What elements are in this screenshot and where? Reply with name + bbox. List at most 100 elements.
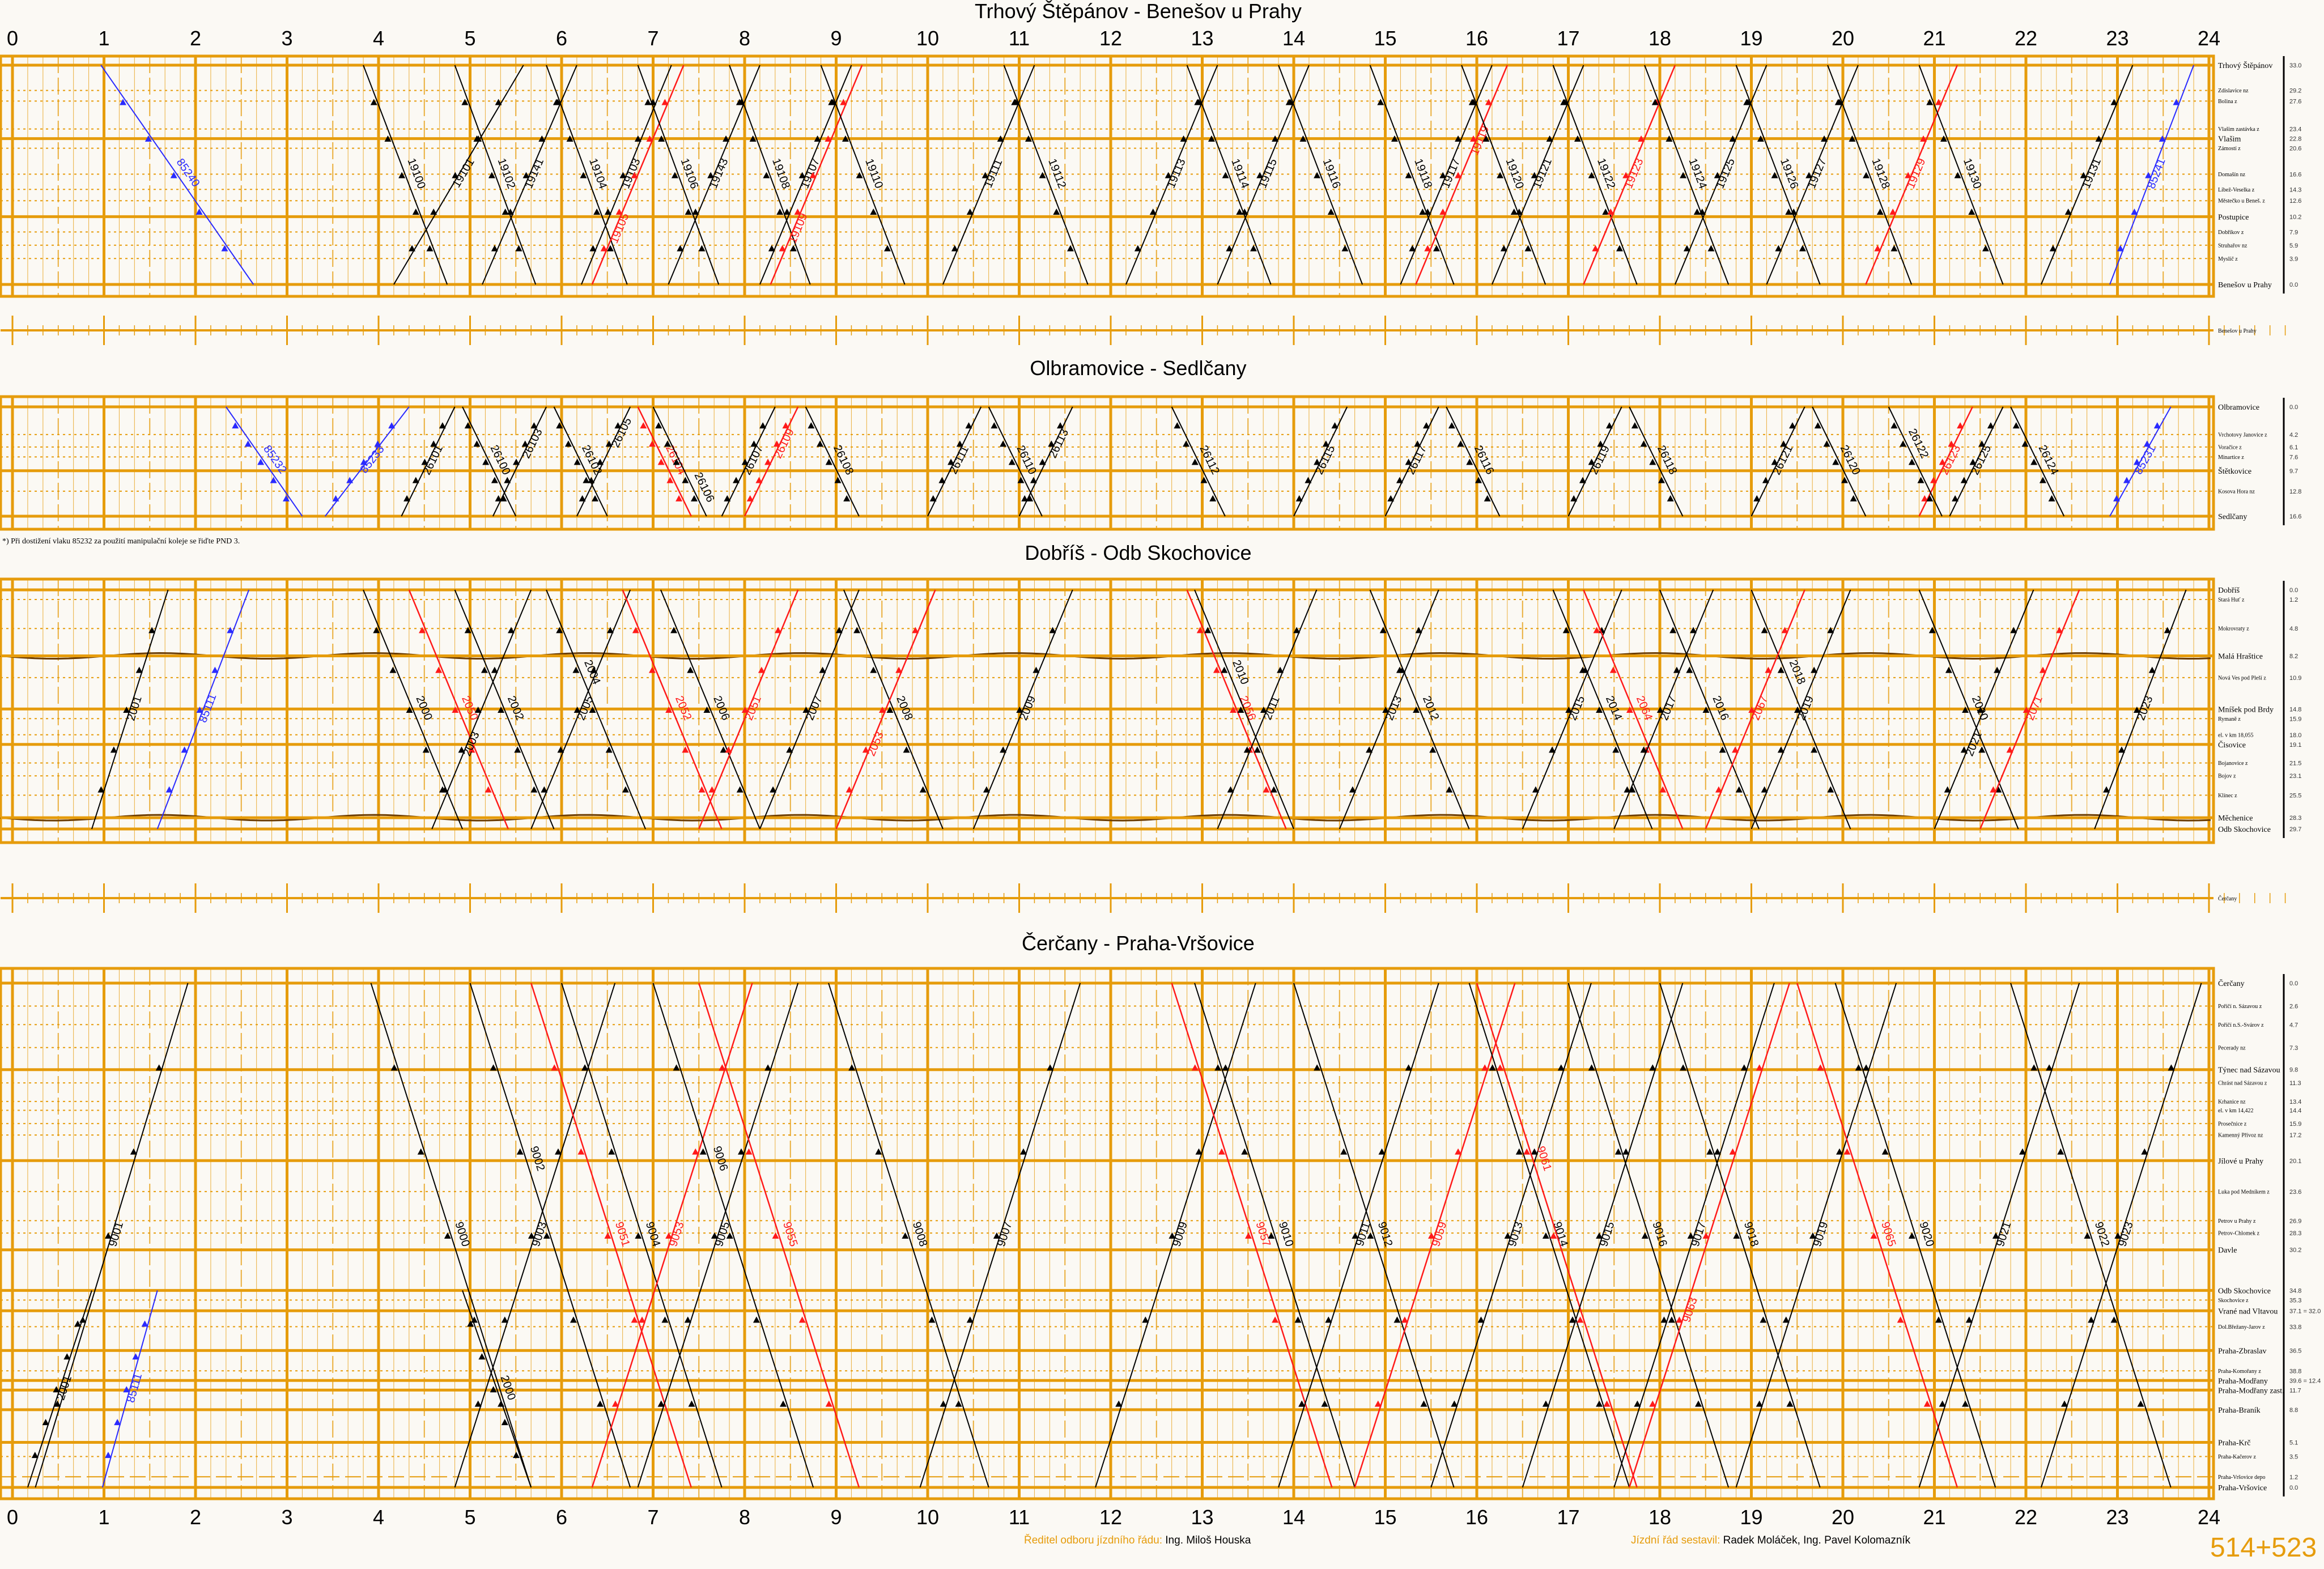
station-km: 14.3 [2289, 186, 2301, 193]
stop-marker-icon [1992, 1232, 1999, 1239]
hour-label-top: 11 [1009, 27, 1030, 50]
stop-marker-icon [1596, 1400, 1603, 1407]
stop-marker-icon [1047, 1064, 1054, 1071]
stop-marker-icon [1756, 1064, 1763, 1071]
train-number: 26105 [609, 416, 634, 450]
stop-marker-icon [825, 1400, 832, 1407]
stop-marker-icon [1649, 1064, 1656, 1071]
station-name: el. v km 18,055 [2218, 732, 2254, 738]
train-path [546, 589, 646, 830]
stop-marker-icon [699, 1148, 707, 1155]
station-km: 7.9 [2289, 229, 2298, 236]
stop-marker-icon [619, 172, 627, 178]
stop-marker-icon [530, 422, 538, 429]
stop-marker-icon [2173, 99, 2180, 105]
stop-marker-icon [63, 1353, 71, 1360]
station-name: Praha-Krč [2218, 1439, 2251, 1448]
station-name: Minartice z [2218, 454, 2244, 461]
stop-marker-icon [798, 1316, 806, 1323]
stop-marker-icon [1227, 786, 1234, 793]
stop-marker-icon [1115, 1400, 1123, 1407]
train-number: 2000 [498, 1374, 518, 1402]
stop-marker-icon [461, 99, 469, 105]
stop-marker-icon [1622, 172, 1630, 178]
train-path [2010, 983, 2172, 1488]
stop-marker-icon [1260, 707, 1267, 713]
stop-marker-icon [508, 627, 515, 633]
stop-marker-icon [1256, 172, 1264, 178]
stop-marker-icon [464, 422, 471, 429]
stop-marker-icon [1327, 209, 1335, 215]
stop-marker-icon [1391, 135, 1398, 142]
train-path [988, 406, 1043, 517]
hour-label-bottom: 13 [1191, 1506, 1213, 1529]
stop-marker-icon [512, 1452, 520, 1459]
stop-marker-icon [2110, 1316, 2118, 1323]
stop-marker-icon [97, 786, 105, 793]
stop-marker-icon [1954, 172, 1961, 178]
stop-marker-icon [843, 495, 851, 501]
stop-marker-icon [692, 209, 699, 215]
stop-marker-icon [495, 495, 502, 501]
stop-marker-icon [846, 786, 853, 793]
station-name: Nová Ves pod Pleší z [2218, 675, 2266, 681]
stop-marker-icon [370, 99, 377, 105]
stop-marker-icon [1740, 1064, 1748, 1071]
stop-marker-icon [1017, 477, 1025, 483]
station-km: 15.9 [2289, 716, 2301, 722]
stop-marker-icon [2143, 440, 2151, 447]
stop-marker-icon [1405, 172, 1412, 178]
hour-label-bottom: 24 [2198, 1506, 2220, 1529]
stop-marker-icon [856, 172, 863, 178]
train-path [1095, 983, 1256, 1488]
station-name: Jílové u Prahy [2218, 1157, 2263, 1166]
train-path [1583, 65, 1676, 285]
stop-marker-icon [677, 245, 684, 252]
stop-marker-icon [389, 666, 397, 673]
station-km: 13.4 [2289, 1099, 2301, 1105]
train-path [482, 65, 577, 285]
stop-marker-icon [593, 209, 601, 215]
stop-marker-icon [488, 172, 495, 178]
stop-marker-icon [1939, 458, 1946, 465]
stop-marker-icon [1649, 458, 1656, 465]
station-km: 5.9 [2289, 243, 2298, 249]
train-path [226, 406, 303, 517]
hour-label-bottom: 0 [7, 1506, 18, 1529]
station-name: Městečko u Beneš. z [2218, 198, 2265, 205]
stop-marker-icon [145, 135, 152, 142]
stop-marker-icon [475, 135, 482, 142]
stop-marker-icon [2057, 1148, 2064, 1155]
stop-marker-icon [482, 458, 490, 465]
hour-label-bottom: 10 [916, 1506, 939, 1529]
stop-marker-icon [1405, 458, 1412, 465]
stop-marker-icon [938, 477, 946, 483]
stop-marker-icon [1799, 245, 1806, 252]
stop-marker-icon [1455, 172, 1462, 178]
stop-marker-icon [615, 209, 623, 215]
stop-marker-icon [1876, 209, 1884, 215]
stop-marker-icon [1387, 495, 1395, 501]
train-path [1018, 406, 1073, 517]
station-km: 7.6 [2289, 454, 2298, 461]
stop-marker-icon [671, 172, 678, 178]
stop-marker-icon [2061, 1400, 2068, 1407]
stop-marker-icon [196, 209, 203, 215]
stop-marker-icon [1579, 666, 1586, 673]
stop-marker-icon [1926, 495, 1934, 501]
footnote: *) Při dostižení vlaku 85232 za použití … [2, 537, 240, 546]
stop-marker-icon [1039, 458, 1046, 465]
stop-marker-icon [1340, 1148, 1348, 1155]
stop-marker-icon [1030, 477, 1037, 483]
stop-marker-icon [1579, 477, 1586, 483]
stop-marker-icon [1889, 209, 1897, 215]
stop-marker-icon [1960, 477, 1968, 483]
stop-marker-icon [608, 1148, 615, 1155]
station-km: 26.9 [2289, 1218, 2301, 1224]
stop-marker-icon [1270, 786, 1277, 793]
stop-marker-icon [2080, 172, 2087, 178]
train-path [1461, 65, 1546, 285]
stop-marker-icon [1218, 1148, 1225, 1155]
station-km: 2.6 [2289, 1004, 2298, 1010]
station-name: Krhanice nz [2218, 1099, 2246, 1105]
